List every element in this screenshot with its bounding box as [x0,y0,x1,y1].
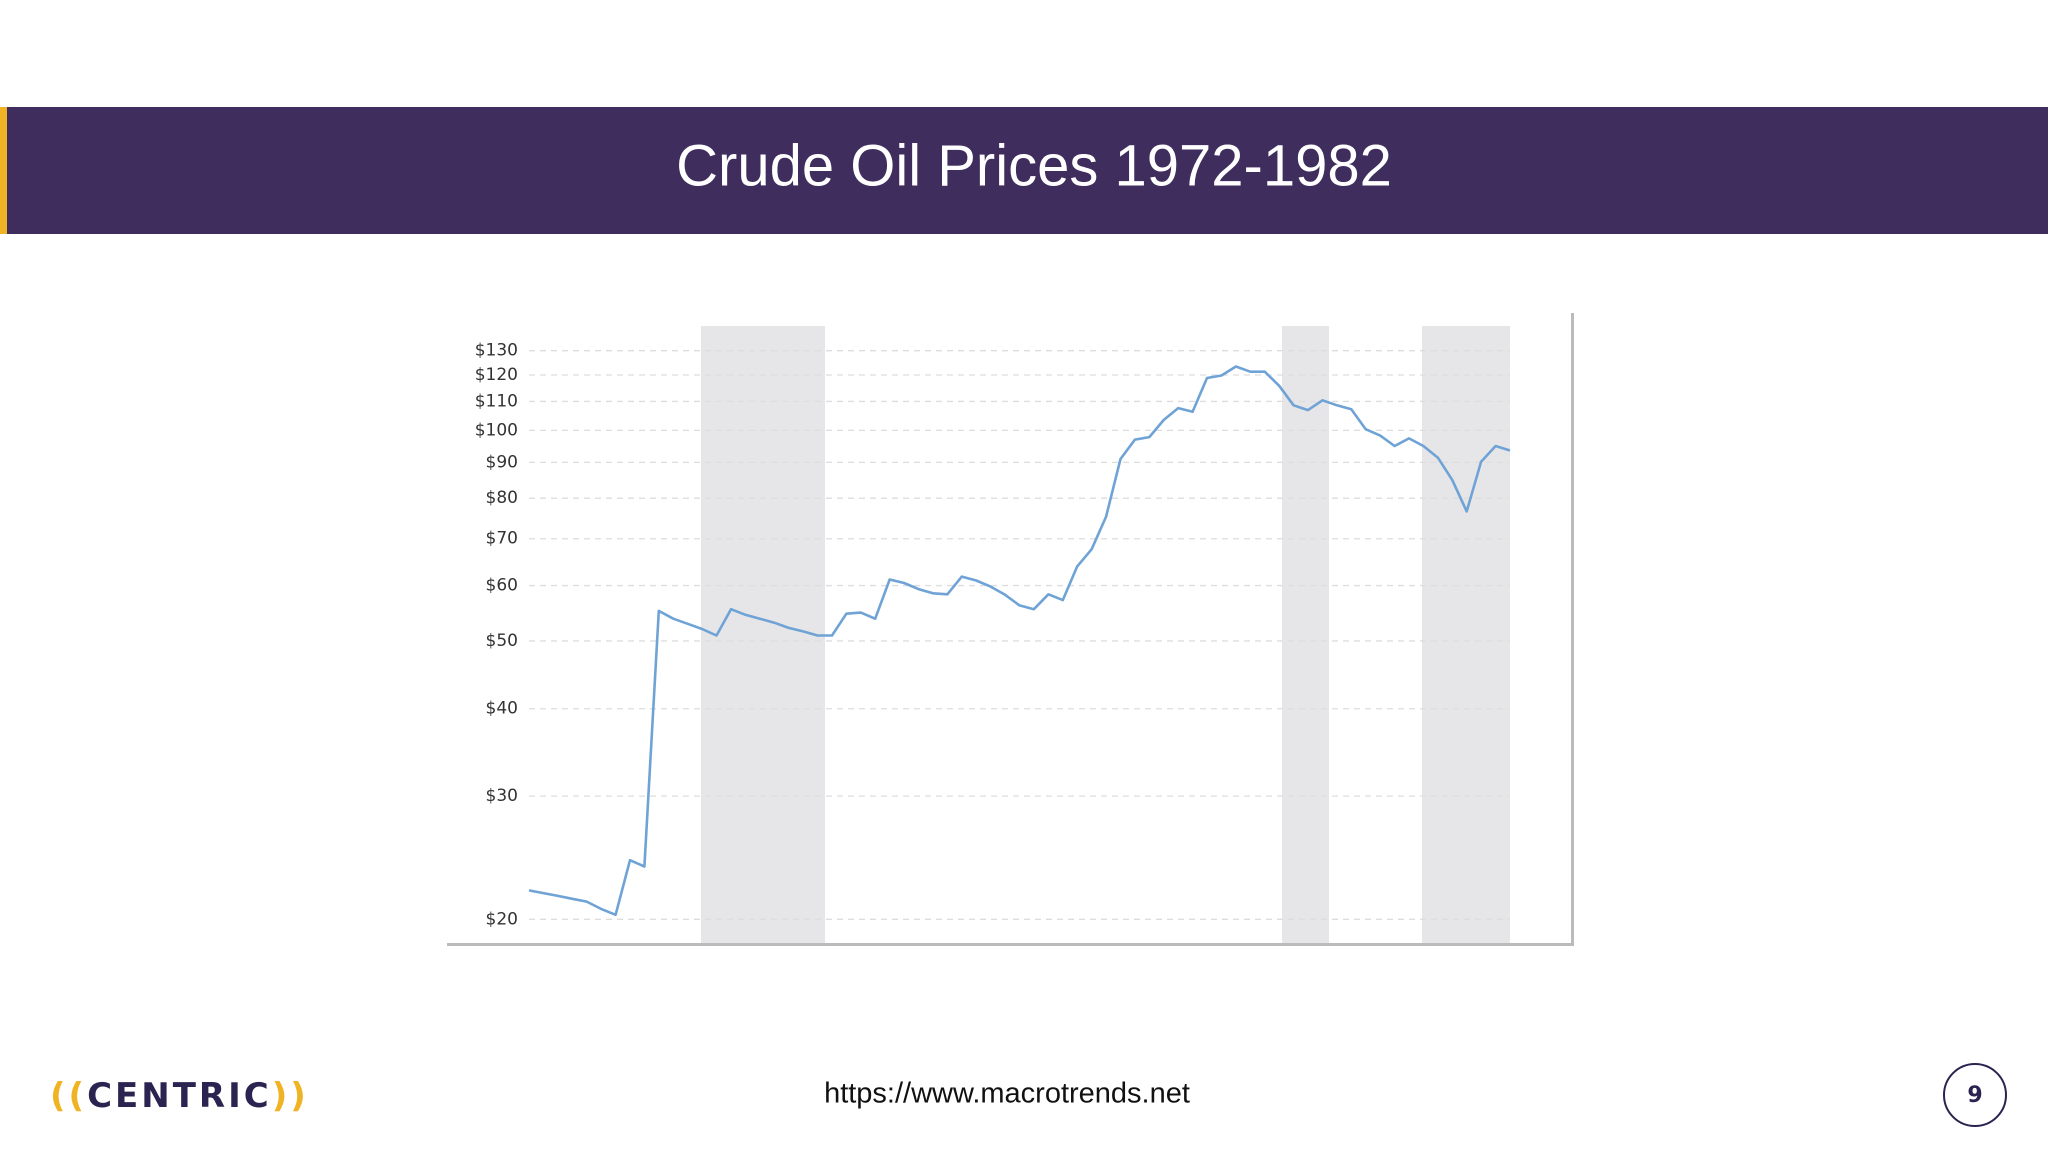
y-tick-label: $30 [486,786,518,806]
y-tick-label: $60 [486,576,518,596]
logo-paren: (( [50,1076,87,1116]
logo-paren: )) [272,1076,309,1116]
y-tick-label: $100 [475,420,518,440]
page-circle [1943,1063,2007,1127]
y-tick-label: $90 [486,452,518,472]
y-tick-label: $70 [486,529,518,549]
header-accent [0,107,7,234]
chart-box [444,310,1571,943]
header-band [0,107,2048,234]
logo-name: CENTRIC [87,1076,272,1116]
recession-band [1422,326,1510,943]
page-number: 9 [1967,1083,1982,1108]
y-tick-label: $40 [486,699,518,719]
price-line [528,365,1511,917]
y-tick-label: $130 [475,341,518,361]
slide-title: Crude Oil Prices 1972-1982 [676,133,1392,198]
source-url: https://www.macrotrends.net [824,1078,1190,1110]
y-tick-label: $110 [475,391,518,411]
recession-band [701,326,825,943]
logo: ((CENTRIC)) [50,1076,309,1116]
y-tick-label: $20 [486,909,518,929]
plot: $20 $30 $40 $50 $60 $70 $80 $90 $100 $110 $120 $130 [475,341,1511,929]
y-tick-label: $50 [486,631,518,651]
y-tick-label: $80 [486,488,518,508]
y-tick-label: $120 [475,365,518,385]
recession-band [1282,326,1329,943]
